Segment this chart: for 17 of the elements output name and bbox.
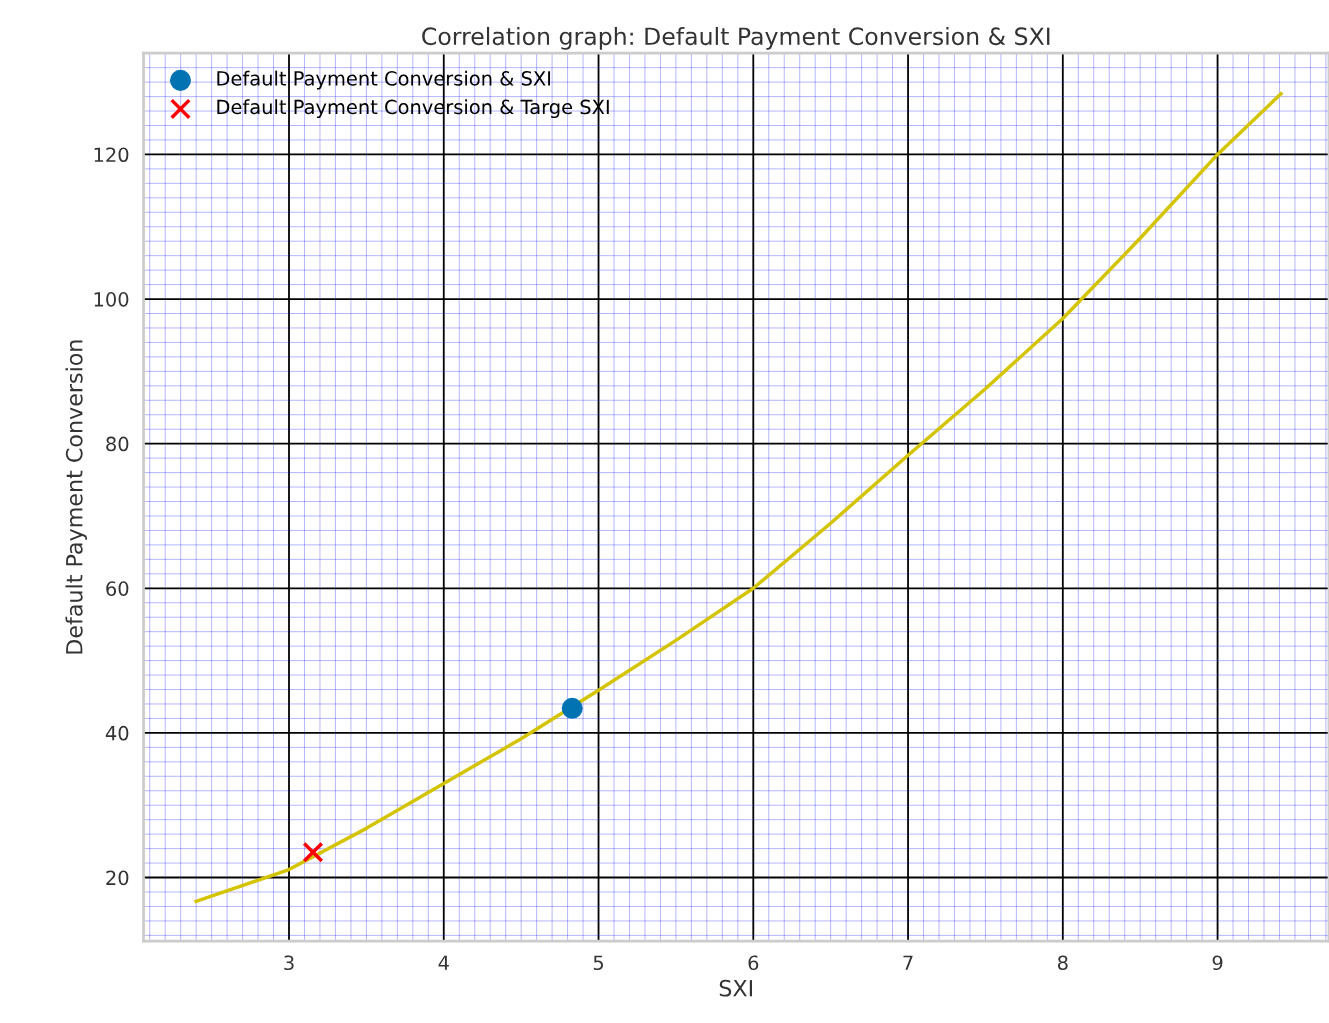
- x-tick-label: 5: [593, 955, 604, 971]
- y-tick-label: 100: [94, 292, 129, 307]
- x-tick-label: 9: [1212, 955, 1223, 971]
- x-tick-label: 4: [438, 955, 449, 970]
- y-tick-label: 60: [106, 581, 129, 596]
- line-series: [194, 91, 1283, 904]
- y-tick-label: 80: [106, 436, 129, 452]
- x-tick-label: 6: [748, 955, 759, 971]
- x-tick-label: 3: [284, 955, 294, 971]
- y-tick-label: 120: [94, 147, 129, 163]
- chart-title: Correlation graph: Default Payment Conversion & SXI: [422, 26, 1050, 50]
- y-tick-label: 40: [105, 725, 129, 741]
- x-axis-title: SXI: [719, 979, 753, 997]
- x-tick-label: 7: [903, 955, 913, 970]
- y-tick-label: 20: [106, 870, 129, 886]
- y-axis-title: Default Payment Conversion: [65, 340, 87, 654]
- x-tick-label: 8: [1057, 955, 1068, 971]
